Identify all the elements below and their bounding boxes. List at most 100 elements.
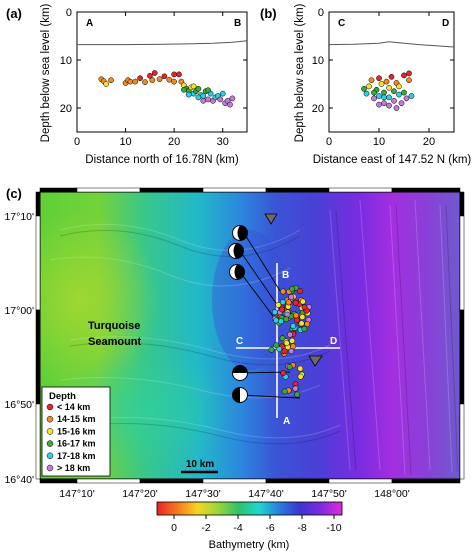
panelA-event-point bbox=[108, 77, 114, 84]
panelA-xtick-label: 30 bbox=[217, 136, 229, 148]
panelB-event-point bbox=[376, 93, 382, 99]
focal-mechanism-2 bbox=[228, 243, 244, 259]
map-border-top-segment bbox=[139, 187, 204, 193]
panelA-event-point bbox=[156, 76, 163, 83]
panel-a-axis-ticks: 0 10 20 30 0 10 20 bbox=[60, 7, 247, 148]
panelA-event-point bbox=[205, 96, 211, 103]
map-epicenter bbox=[290, 343, 297, 350]
panel-a-ylabel: Depth below sea level (km) bbox=[40, 3, 52, 142]
panel-a-seafloor-line bbox=[77, 40, 248, 46]
panelA-event-point bbox=[171, 78, 177, 85]
panelA-ytick-label: 10 bbox=[60, 55, 72, 67]
panelA-event-point bbox=[137, 75, 143, 82]
legend-box bbox=[41, 386, 111, 477]
map-epicenter bbox=[281, 348, 288, 355]
map-epicenter bbox=[271, 309, 278, 316]
colorbar-tick-label: -6 bbox=[265, 522, 274, 534]
colorbar-gradient bbox=[156, 501, 343, 516]
seamount-label-line1: Turquoise bbox=[88, 320, 140, 332]
legend-item-label: 17-18 km bbox=[57, 451, 96, 461]
panelB-event-point bbox=[406, 70, 412, 77]
panelB-event-point bbox=[376, 101, 382, 108]
map-border-left-segment bbox=[35, 215, 41, 311]
profile-label-d: D bbox=[330, 336, 337, 347]
latitude-label: 16°50' bbox=[4, 399, 34, 411]
focal-mechanism-4 bbox=[232, 365, 248, 381]
map-border-top-segment bbox=[39, 187, 78, 193]
bathymetry-map-panel: (c) bbox=[4, 186, 465, 500]
panelA-ytick-label: 0 bbox=[66, 7, 72, 19]
map-border-top-segment bbox=[391, 187, 461, 193]
map-border-left-segment bbox=[35, 309, 41, 405]
panelB-event-point bbox=[381, 89, 387, 96]
basin-depression bbox=[212, 230, 288, 370]
panelB-event-point bbox=[401, 89, 407, 96]
relief-shading bbox=[49, 199, 453, 476]
panelA-event-point bbox=[229, 95, 236, 102]
panelA-event-point bbox=[127, 78, 134, 85]
station-north-marker bbox=[264, 213, 278, 225]
panel-b-xlabel: Distance east of 147.52 N (km) bbox=[313, 154, 472, 166]
panel-a-label: (a) bbox=[6, 6, 22, 21]
scale-bar: 10 km bbox=[181, 459, 218, 474]
map-epicenter bbox=[285, 299, 292, 306]
map-epicenter bbox=[299, 298, 306, 305]
colorbar-tick-label: -2 bbox=[201, 522, 210, 534]
seamount-label-line2: Seamount bbox=[88, 336, 142, 348]
panelB-event-point bbox=[376, 75, 382, 82]
panel-c-label: (c) bbox=[6, 186, 22, 201]
station-east-marker bbox=[308, 355, 323, 367]
longitude-label: 147°30' bbox=[185, 488, 220, 500]
panelB-event-point bbox=[366, 83, 372, 90]
bathymetry-colorbar: 0 -2 -4 -6 -8 -10 Bathymetry (km) bbox=[156, 501, 343, 551]
legend-item-label: > 18 km bbox=[57, 463, 90, 473]
scale-bar-label: 10 km bbox=[186, 459, 214, 470]
map-border-bottom-segment bbox=[39, 478, 78, 484]
map-border-left-segment bbox=[35, 191, 41, 217]
colorbar-label: Bathymetry (km) bbox=[209, 539, 290, 551]
marker-d: D bbox=[442, 18, 449, 29]
panelB-event-point bbox=[391, 88, 397, 95]
map-epicenter bbox=[279, 306, 286, 313]
map-epicenter bbox=[299, 314, 306, 320]
map-border-bottom-segment bbox=[391, 478, 461, 484]
longitude-label: 147°10' bbox=[59, 488, 94, 500]
panelB-ytick-label: 20 bbox=[312, 103, 324, 115]
panelB-event-point bbox=[403, 95, 410, 102]
map-border-bottom-segment bbox=[265, 478, 330, 484]
profile-label-c: C bbox=[236, 336, 243, 347]
map-epicenter bbox=[288, 293, 295, 300]
map-epicenter bbox=[279, 299, 286, 306]
panelA-event-point bbox=[219, 90, 226, 97]
map-epicenter bbox=[286, 363, 293, 370]
panelB-event-point bbox=[406, 77, 412, 84]
relief-shadow bbox=[59, 204, 459, 476]
panelA-xtick-label: 20 bbox=[168, 136, 180, 148]
panel-a-xlabel: Distance north of 16.78N (km) bbox=[85, 154, 239, 166]
panelB-event-point bbox=[386, 84, 392, 91]
panelA-event-point bbox=[217, 96, 224, 103]
panelA-event-point bbox=[166, 76, 173, 83]
legend-swatch bbox=[46, 464, 54, 472]
panelA-event-point bbox=[132, 78, 139, 85]
panelB-event-point bbox=[361, 85, 367, 92]
map-epicenter bbox=[297, 373, 304, 380]
panelB-event-point bbox=[378, 81, 385, 87]
panelA-event-point bbox=[205, 87, 211, 94]
map-epicenter bbox=[292, 299, 299, 306]
epicenter-cluster bbox=[268, 284, 312, 398]
map-epicenter bbox=[289, 337, 296, 344]
map-epicenter bbox=[293, 312, 300, 319]
map-epicenter bbox=[287, 331, 293, 338]
focal-mechanism-1 bbox=[232, 225, 248, 241]
colorbar-tick-label: -8 bbox=[297, 522, 306, 534]
panelB-event-point bbox=[396, 91, 402, 98]
map-epicenter bbox=[280, 369, 287, 376]
legend-items: < 14 km 14-15 km 15-16 km 16-17 km 17-18 km >… bbox=[46, 402, 96, 473]
panelB-xtick-label: 0 bbox=[326, 136, 332, 148]
map-epicenter bbox=[297, 288, 303, 295]
map-epicenter bbox=[304, 321, 311, 327]
panelA-event-point bbox=[149, 77, 156, 84]
panelB-event-point bbox=[386, 94, 392, 101]
